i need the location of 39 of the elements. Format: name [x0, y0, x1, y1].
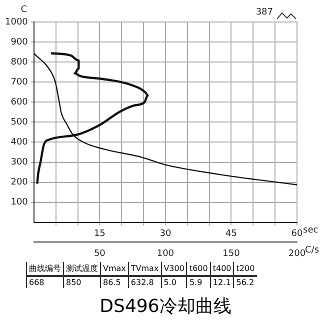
y-tick-label: 800: [10, 57, 28, 68]
x-tick-label: 100: [156, 248, 174, 259]
y-tick-label: 100: [10, 198, 28, 208]
x2-tick-label: 15: [94, 229, 106, 240]
x2-tick-label: 60: [291, 229, 303, 240]
text: DS496冷却曲线: [98, 295, 232, 318]
text: 387: [256, 7, 273, 18]
text: TVmax: [128, 262, 162, 276]
text: 668: [26, 276, 64, 288]
text: 12.1: [210, 276, 234, 288]
x2-tick-label: 30: [160, 229, 172, 240]
text: t600: [186, 262, 210, 276]
y-tick-label: 700: [10, 77, 28, 88]
y-tick-label: 1000: [5, 17, 28, 28]
y-tick-label: 900: [10, 37, 28, 48]
x2-axis-title: sec: [303, 226, 318, 236]
y-axis-title: C: [20, 4, 28, 15]
text: 86.5: [100, 276, 128, 288]
text: 曲线编号: [26, 262, 64, 276]
y-tick-label: 500: [10, 118, 28, 128]
x-tick-label: 50: [94, 248, 106, 259]
text: V300: [161, 262, 187, 276]
x-tick-label: 150: [222, 248, 240, 259]
text: 测试温度: [64, 262, 100, 276]
y-tick-label: 600: [10, 98, 28, 108]
text: t400: [210, 262, 234, 276]
text: t200: [234, 262, 257, 276]
text: 632.8: [128, 276, 162, 288]
y-tick-label: 300: [10, 158, 28, 168]
y-tick-label: 400: [10, 138, 28, 148]
text: 56.2: [234, 276, 257, 288]
text: Vmax: [100, 262, 128, 276]
x2-tick-label: 45: [226, 229, 237, 240]
text: 5.9: [186, 276, 210, 288]
y-tick-label: 200: [10, 178, 28, 188]
text: 5.0: [161, 276, 187, 288]
text: 850: [64, 276, 100, 288]
x-tick-label: 200: [288, 248, 306, 259]
x-axis-title: C/s: [305, 246, 320, 256]
